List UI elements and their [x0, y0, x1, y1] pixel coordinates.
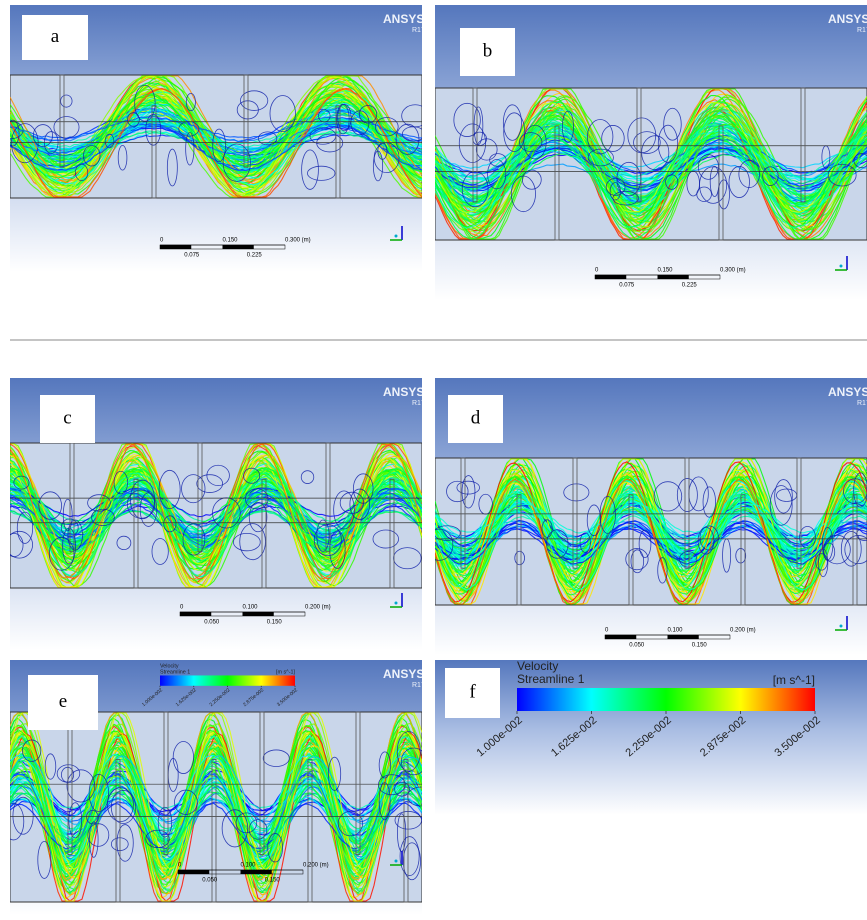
scale-bar	[180, 612, 211, 616]
scale-label: 0.300 (m)	[285, 238, 311, 244]
brand: ANSYS	[383, 12, 424, 26]
brand: ANSYS	[828, 12, 867, 26]
scale-bar	[160, 245, 191, 249]
scale-label: 0.200 (m)	[305, 605, 331, 611]
scale-label: 0.150	[267, 620, 283, 626]
scale-label: 0.150	[265, 878, 281, 884]
axis-triad	[840, 625, 843, 628]
version: R17.0	[412, 400, 431, 407]
color-bar	[517, 688, 815, 711]
scale-label: 0.200 (m)	[303, 863, 329, 869]
legend-subtitle: Streamline 1	[517, 672, 585, 686]
axis-triad	[395, 235, 398, 238]
scale-label: 0.150	[223, 238, 239, 244]
axis-triad	[395, 860, 398, 863]
figure: 00.1500.300 (m)0.0750.225ANSYSR17.0a00.1…	[0, 0, 867, 920]
axis-triad	[840, 265, 843, 268]
scale-label: 0.150	[692, 643, 708, 649]
scale-label: 0.075	[184, 253, 200, 259]
scale-bar	[595, 275, 626, 279]
panel-label: f	[469, 681, 476, 702]
scale-label: 0.225	[682, 283, 698, 289]
scale-label: 0.100	[243, 605, 259, 611]
legend-unit: [m s^-1]	[276, 670, 296, 676]
version: R17.0	[857, 27, 867, 34]
scale-bar	[605, 635, 636, 639]
scale-bar	[243, 612, 274, 616]
version: R17.0	[857, 400, 867, 407]
scale-label: 0.150	[658, 268, 674, 274]
scale-label: 0.200 (m)	[730, 628, 756, 634]
brand: ANSYS	[383, 385, 424, 399]
scale-label: 0.075	[619, 283, 635, 289]
scale-bar	[223, 245, 254, 249]
version: R17.0	[412, 27, 431, 34]
panel: 00.1000.200 (m)0.0500.150ANSYSR17.0d	[426, 378, 867, 655]
panel: 00.1500.300 (m)0.0750.225ANSYSR17.0a	[0, 5, 431, 272]
scale-label: 0.050	[202, 878, 218, 884]
panel: 00.1500.300 (m)0.0750.225ANSYSR17.0b	[435, 5, 867, 300]
scale-bar	[241, 870, 272, 874]
legend-unit: [m s^-1]	[773, 673, 815, 687]
scale-label: 0.100	[241, 863, 257, 869]
color-bar	[160, 675, 295, 685]
panel-label: d	[471, 407, 481, 428]
scale-label: 0.300 (m)	[720, 268, 746, 274]
scale-bar	[658, 275, 689, 279]
panel-label: a	[51, 26, 60, 47]
legend-title: Velocity	[517, 659, 558, 673]
scale-label: 0.100	[668, 628, 684, 634]
panel-label: e	[59, 691, 67, 712]
version: R17.0	[412, 682, 431, 689]
axis-triad	[395, 602, 398, 605]
brand: ANSYS	[828, 385, 867, 399]
brand: ANSYS	[383, 667, 424, 681]
scale-bar	[178, 870, 209, 874]
panel-label: b	[483, 40, 493, 61]
scale-bar	[668, 635, 699, 639]
scale-label: 0.050	[629, 643, 645, 649]
panel-label: c	[63, 407, 71, 428]
scale-label: 0.050	[204, 620, 220, 626]
scale-label: 0.225	[247, 253, 263, 259]
panel: VelocityStreamline 1[m s^-1]1.000e-0021.…	[435, 659, 867, 815]
panel: 00.1000.200 (m)0.0500.150ANSYSR17.0c	[5, 378, 430, 650]
legend-subtitle: Streamline 1	[160, 669, 190, 675]
